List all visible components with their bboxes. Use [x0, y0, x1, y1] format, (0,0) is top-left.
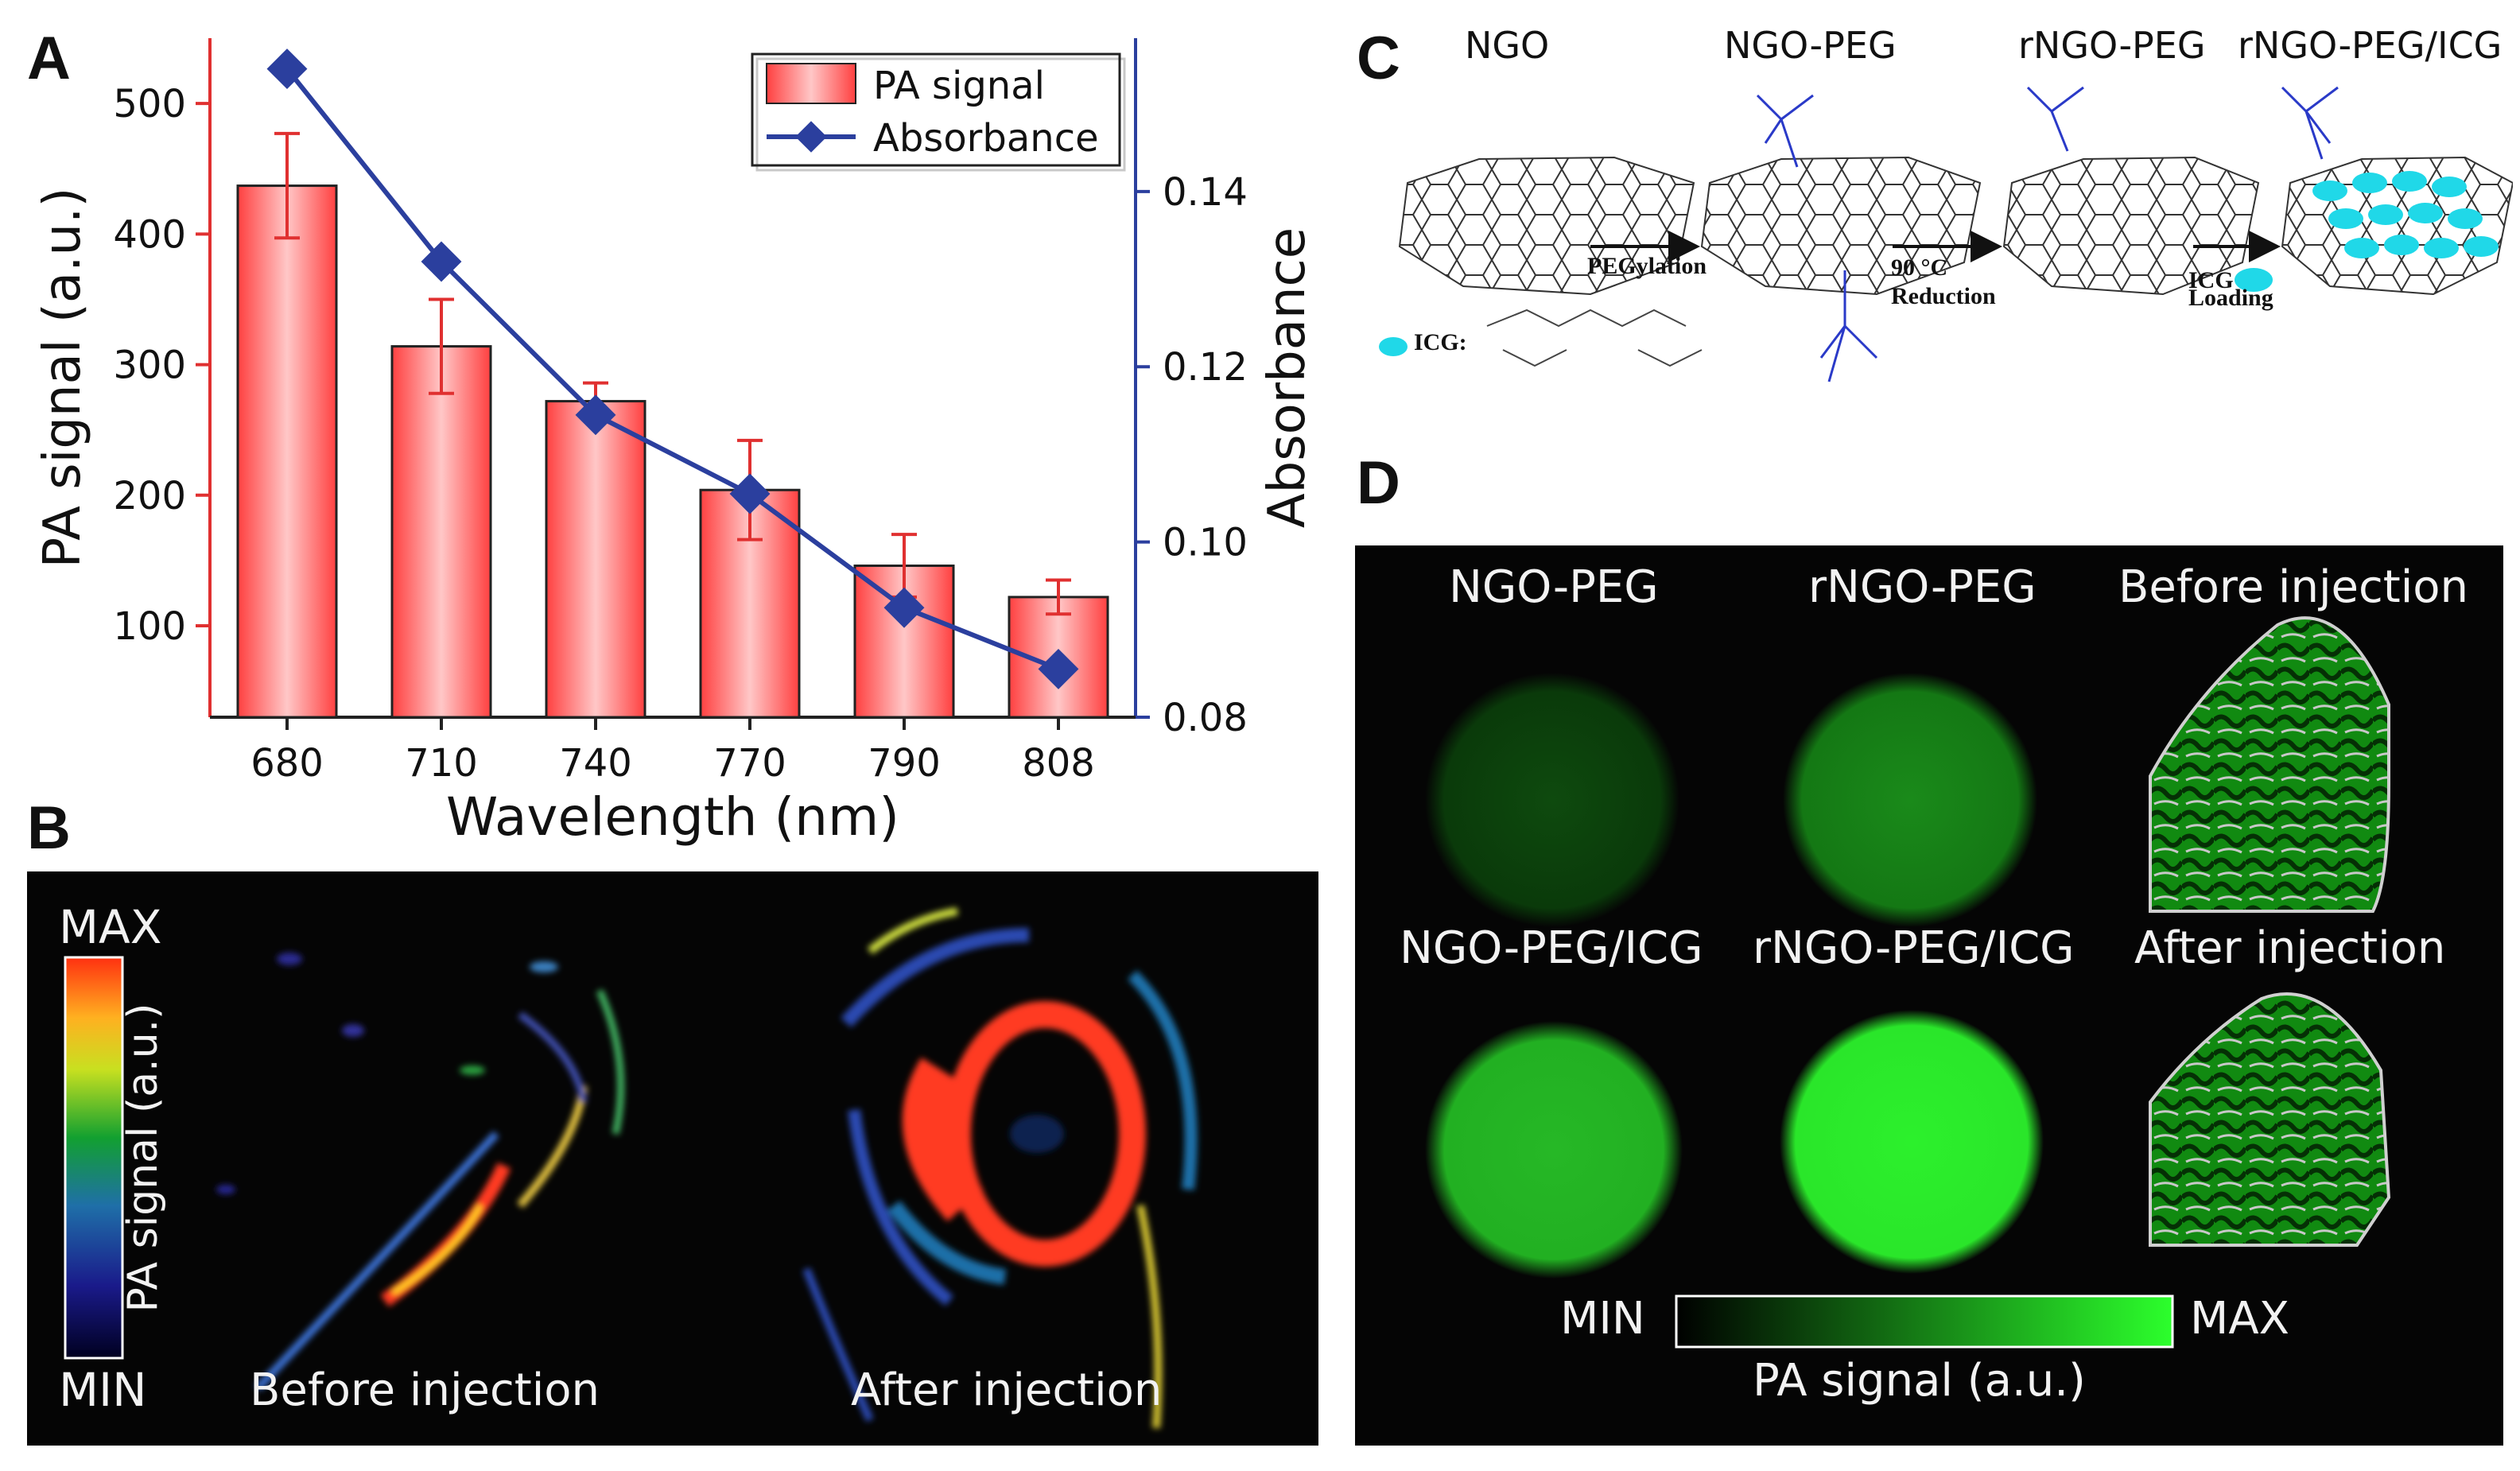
x-tick-label: 790 — [868, 741, 941, 786]
panel-d-image: NGO-PEG rNGO-PEG Before injection NGO-PE… — [1355, 545, 2503, 1446]
label-ngo-peg-icg: NGO-PEG/ICG — [1400, 922, 1703, 974]
step-loading: Loading — [2188, 285, 2273, 311]
stage-rngo-peg-icg: rNGO-PEG/ICG — [2238, 24, 2503, 67]
x-tick-label: 680 — [250, 741, 324, 786]
peg-chains — [1756, 86, 2339, 382]
rngo-peg-sheet — [2002, 156, 2260, 296]
stage-ngo-peg: NGO-PEG — [1724, 24, 1897, 67]
scale-max-label: MAX — [2190, 1293, 2289, 1345]
step-pegylation: PEGylation — [1587, 253, 1707, 279]
panel-a-letter: A — [27, 25, 71, 92]
pa-bar-790 — [853, 564, 955, 719]
left-tick-label: 200 — [113, 474, 186, 518]
right-y-axis-title: Absorbance — [1258, 227, 1317, 528]
scale-min-label: MIN — [1560, 1293, 1645, 1345]
x-tick-label: 710 — [405, 741, 478, 786]
sample-rngo-peg-icg — [1780, 1010, 2044, 1274]
sample-ngo-peg — [1425, 673, 1679, 927]
absorbance-line — [285, 67, 1060, 672]
colorbar-axis-label: PA signal (a.u.) — [119, 1003, 167, 1313]
scale-axis-label: PA signal (a.u.) — [1753, 1355, 2086, 1407]
label-before-injection: Before injection — [2118, 561, 2469, 613]
chart-legend: PA signal Absorbance — [751, 52, 1126, 172]
pa-bar-680 — [236, 184, 338, 719]
right-tick-label: 0.08 — [1163, 696, 1248, 740]
absorbance-point-808 — [1038, 648, 1079, 689]
pa-colorbar — [64, 956, 124, 1360]
after-injection-signal — [802, 907, 1198, 1429]
icg-key-dot — [1379, 337, 1408, 356]
before-injection-label: Before injection — [250, 1364, 600, 1416]
pa-image-before-after — [64, 907, 1198, 1429]
right-tick-label: 0.12 — [1163, 345, 1248, 390]
absorbance-point-790 — [883, 587, 925, 628]
left-tick-label: 300 — [113, 343, 186, 388]
icg-dots — [2312, 171, 2499, 258]
step-icg: ICG — [2188, 267, 2234, 293]
pa-bar-710 — [390, 345, 492, 719]
pa-bar-740 — [545, 400, 647, 719]
stage-rngo-peg: rNGO-PEG — [2018, 24, 2206, 67]
before-injection-signal — [216, 953, 625, 1391]
absorbance-point-770 — [729, 473, 771, 514]
colorbar-min-label: MIN — [59, 1363, 147, 1417]
left-y-axis-title: PA signal (a.u.) — [33, 188, 92, 569]
panel-b-letter: B — [27, 794, 71, 862]
label-rngo-peg: rNGO-PEG — [1808, 561, 2037, 613]
step-temperature: 90 °C — [1891, 254, 1948, 281]
sample-rngo-peg — [1783, 673, 2037, 927]
left-tick-label: 400 — [113, 212, 186, 257]
label-rngo-peg-icg: rNGO-PEG/ICG — [1753, 922, 2075, 974]
pa-scale-bar — [1675, 1294, 2174, 1349]
x-tick-label: 808 — [1022, 741, 1095, 786]
legend-bar-swatch — [766, 63, 856, 104]
right-tick-label: 0.14 — [1163, 170, 1248, 215]
colorbar-max-label: MAX — [59, 900, 162, 954]
after-injection-label: After injection — [851, 1364, 1163, 1416]
left-tick-label: 100 — [113, 604, 186, 649]
x-tick-label: 740 — [559, 741, 632, 786]
ngo-sheet — [1398, 156, 1695, 296]
panel-d-letter: D — [1357, 449, 1400, 517]
panel-b-image: MAX MIN PA signal (a.u.) Before injectio… — [27, 871, 1318, 1446]
legend-absorbance: Absorbance — [873, 116, 1099, 161]
legend-pa-signal: PA signal — [873, 64, 1045, 108]
icg-key-label: ICG: — [1414, 329, 1467, 355]
icg-structure — [1486, 309, 1703, 367]
absorbance-point-710 — [421, 241, 462, 282]
icg-step-dot — [2235, 268, 2273, 292]
right-tick-label: 0.10 — [1163, 521, 1248, 565]
absorbance-point-740 — [575, 394, 616, 436]
x-tick-label: 770 — [713, 741, 786, 786]
label-ngo-peg: NGO-PEG — [1449, 561, 1659, 613]
left-tick-label: 500 — [113, 82, 186, 126]
sample-ngo-peg-icg — [1425, 1021, 1683, 1279]
synthesis-scheme — [1379, 86, 2513, 382]
stage-ngo: NGO — [1465, 24, 1550, 67]
tissue-before-injection — [2149, 616, 2390, 913]
step-reduction: Reduction — [1891, 283, 1996, 309]
label-after-injection: After injection — [2134, 922, 2446, 974]
absorbance-pa-chart: 100 200 300 400 500 0.08 0.10 0.12 0.14 680 710 740… — [33, 38, 1317, 848]
ngo-peg-sheet — [1700, 156, 1982, 296]
panel-c-letter: C — [1357, 25, 1400, 92]
tissue-after-injection — [2149, 992, 2391, 1247]
x-axis-title: Wavelength (nm) — [446, 786, 899, 848]
